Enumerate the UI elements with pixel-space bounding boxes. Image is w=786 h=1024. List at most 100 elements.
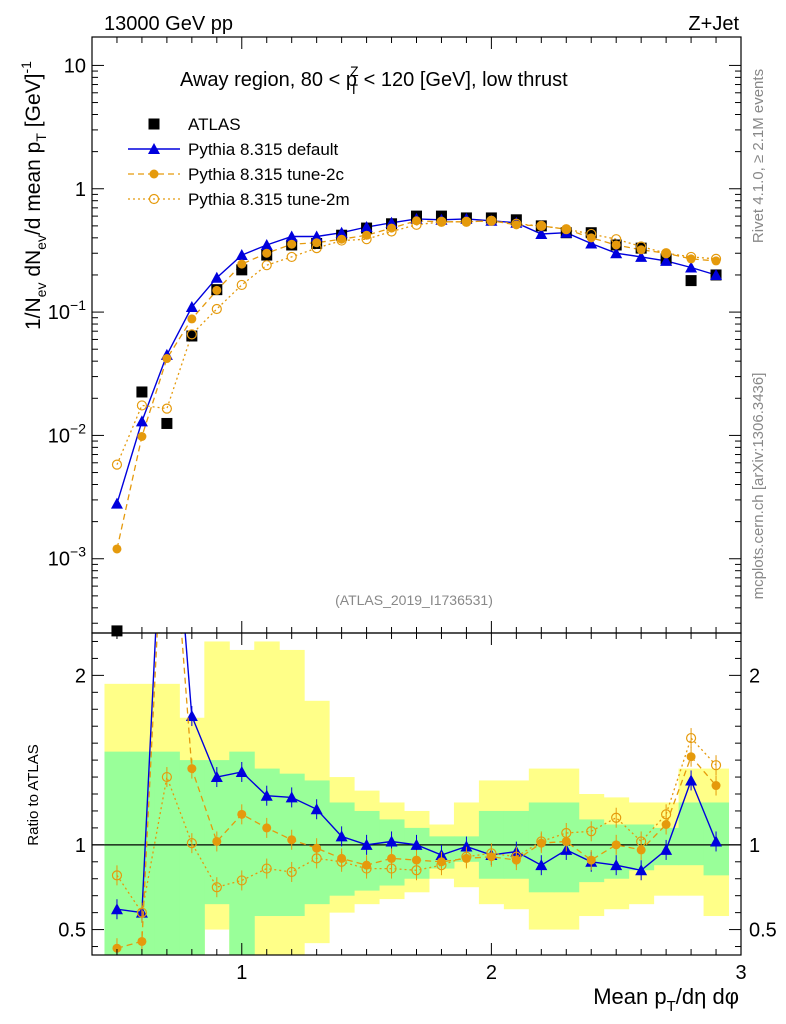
band-green	[104, 751, 130, 955]
lower-ytick-label: 2	[75, 665, 86, 687]
upper-ytick-exp: −3	[70, 544, 86, 560]
ratio-2c-point	[312, 843, 322, 853]
tune2c-point	[586, 233, 596, 243]
default-point	[285, 230, 298, 242]
default-point	[135, 415, 148, 427]
ratio-2m-point	[361, 863, 372, 874]
default-point	[660, 254, 673, 266]
ratio-default-point	[385, 835, 398, 847]
default-point	[535, 227, 548, 239]
tune2m-point	[211, 303, 222, 315]
ratio-default-point	[335, 830, 348, 842]
ratio-2c-point	[137, 936, 147, 946]
ratio-default-point	[210, 771, 223, 783]
default-point	[235, 249, 248, 261]
ratio-2m-point	[685, 732, 697, 744]
upper-ytick-label: 10−3	[48, 544, 86, 571]
tune2c-point	[312, 238, 322, 248]
band-green	[179, 760, 205, 955]
plot-title-pre: Away region, 80 < p	[180, 69, 357, 91]
lower-ytick-label-right: 1	[749, 835, 760, 857]
default-point	[610, 247, 623, 259]
upper-ytick-exp: −2	[70, 420, 86, 436]
ratio-2m-point	[136, 907, 148, 918]
tune2c-point	[436, 217, 446, 227]
default-point	[185, 300, 198, 312]
ratio-default-point	[660, 843, 673, 855]
upper-plot	[110, 210, 723, 637]
tune2m-point	[636, 241, 647, 252]
tune2c-point	[237, 259, 247, 269]
tune2m-point	[586, 228, 597, 240]
ratio-2c-point	[162, 434, 171, 443]
tune2m-point	[511, 218, 522, 229]
upper-ytick-base: 10	[48, 549, 70, 571]
lower-ytick-label-right: 0.5	[749, 920, 777, 942]
lower-xtick-label: 3	[735, 962, 746, 984]
ratio-2c-point	[586, 855, 596, 865]
legend-label-2: Pythia 8.315 tune-2c	[188, 165, 344, 184]
xlabel-post: /dη dφ	[676, 984, 739, 1009]
tune2c-point	[486, 216, 496, 226]
default-point	[110, 497, 123, 509]
lower-axes: 1 2 30.5 0.51 12 2	[58, 632, 777, 984]
band-green	[229, 751, 255, 955]
tune2c-point	[212, 285, 222, 295]
atlas-point	[186, 330, 198, 342]
ratio-2m-point	[161, 771, 172, 783]
tune2m-point	[486, 215, 497, 226]
ratio-2c-point	[187, 764, 197, 774]
tune2m-point	[311, 243, 322, 254]
default-point	[710, 268, 723, 280]
tune2m-point	[161, 403, 172, 414]
tune2m-point	[710, 253, 722, 264]
mcplots-label: mcplots.cern.ch [arXiv:1306.3436]	[750, 373, 767, 600]
ratio-default-point	[460, 840, 473, 852]
ratio-2c-point	[212, 836, 222, 846]
ratio-2m-point	[536, 836, 547, 847]
tune2c-point	[511, 220, 521, 230]
default-point	[585, 237, 598, 249]
tune2c-point	[461, 217, 471, 227]
rivet-label: Rivet 4.1.0, ≥ 2.1M events	[750, 69, 767, 243]
lower-ylabel: Ratio to ATLAS	[25, 744, 42, 845]
tune2m-point	[611, 234, 622, 245]
tune2c-point	[387, 223, 397, 233]
upper-ytick-label: 10	[64, 55, 86, 77]
upper-series-line-2	[116, 220, 717, 550]
ratio-default-point	[285, 791, 298, 803]
tune2m-point	[136, 400, 148, 411]
upper-ylabel: 1/Nev dNev/d mean pT [GeV]-1	[18, 61, 49, 330]
tune2m-point	[386, 226, 397, 237]
legend-marker-2m	[148, 193, 160, 205]
upper-ytick-exp: −1	[70, 297, 86, 313]
ratio-2m-point	[710, 760, 722, 771]
plot-title-sub: T	[350, 81, 359, 97]
tune2m-point	[461, 216, 472, 227]
ratio-2m-point	[411, 865, 422, 876]
tune2c-point	[711, 256, 721, 266]
lower-ytick-label: 0.5	[58, 920, 86, 942]
upper-ytick-base: 10	[48, 302, 70, 324]
ratio-default-point	[110, 903, 123, 915]
tune2m-point	[336, 235, 347, 246]
ratio-2c-point	[287, 835, 297, 845]
header-right: Z+Jet	[688, 13, 739, 35]
lower-xtick-label: 1	[236, 962, 247, 984]
ratio-series-group	[110, 434, 723, 955]
tune2m-point	[111, 459, 123, 470]
tune2m-point	[536, 220, 547, 231]
atlas-point	[236, 264, 248, 276]
default-point	[310, 230, 323, 242]
header-left: 13000 GeV pp	[104, 13, 233, 35]
ratio-default-point	[260, 789, 273, 801]
ratio-2m-point	[186, 838, 197, 849]
lower-ytick-label-right: 2	[749, 665, 760, 687]
tune2m-point	[286, 251, 297, 263]
ratio-2m-point	[436, 860, 447, 871]
tune2c-point	[287, 239, 297, 249]
ratio-2c-point	[112, 943, 122, 953]
legend-label-1: Pythia 8.315 default	[188, 140, 339, 159]
ratio-2m-point	[611, 812, 622, 823]
default-point	[685, 261, 698, 273]
